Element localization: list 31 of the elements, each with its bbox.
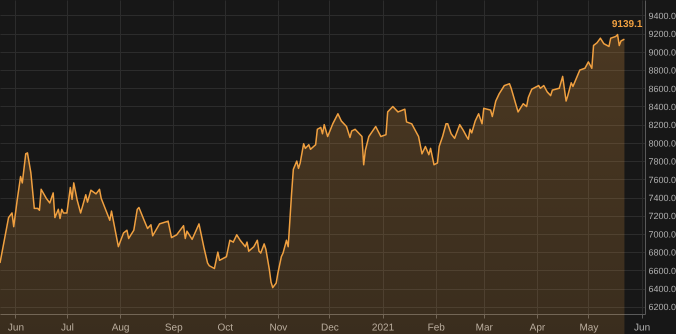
x-tick-label: Feb — [428, 322, 446, 334]
y-tick-label: 8800.0 — [648, 66, 676, 76]
x-tick-label: May — [579, 322, 598, 334]
x-tick-label: Nov — [270, 322, 288, 334]
y-tick-label: 7200.0 — [648, 211, 676, 222]
y-tick-label: 7000.0 — [648, 229, 676, 240]
y-tick-label: 6800.0 — [648, 248, 676, 258]
y-tick-label: 6200.0 — [648, 302, 676, 312]
x-tick-label: Jun — [634, 322, 650, 334]
x-tick-label: Jul — [61, 322, 74, 334]
x-tick-label: Mar — [476, 322, 494, 334]
y-tick-label: 7800.0 — [648, 156, 676, 167]
annotation: 9139.1 — [612, 19, 643, 30]
y-tick-label: 9000.0 — [648, 47, 676, 58]
x-tick-label: Sep — [164, 322, 184, 334]
y-tick-label: 9400.0 — [648, 10, 676, 21]
x-tick-label: Oct — [217, 322, 234, 334]
x-tick-label: Jun — [8, 322, 24, 334]
y-tick-label: 8000.0 — [648, 138, 676, 148]
x-tick-label: Apr — [530, 322, 546, 334]
y-tick-label: 7600.0 — [648, 174, 676, 185]
y-tick-label: 9200.0 — [648, 29, 676, 40]
x-tick-label: 2021 — [372, 322, 395, 334]
y-tick-label: 8400.0 — [648, 102, 676, 112]
x-tick-label: Aug — [112, 322, 130, 334]
y-tick-label: 6400.0 — [648, 284, 676, 294]
y-tick-label: 7400.0 — [648, 193, 676, 203]
x-tick-label: Dec — [320, 322, 339, 334]
y-tick-label: 8200.0 — [648, 120, 676, 130]
y-tick-label: 6600.0 — [648, 266, 676, 276]
y-tick-label: 8600.0 — [648, 84, 676, 94]
